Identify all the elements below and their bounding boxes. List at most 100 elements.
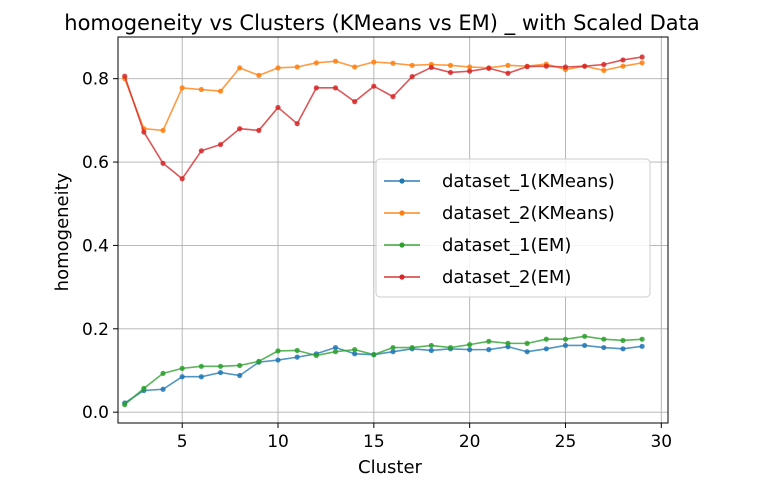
data-point	[428, 64, 434, 71]
x-tick-label: 30	[650, 432, 672, 452]
data-point	[237, 372, 243, 379]
data-point	[505, 62, 511, 68]
x-axis-label: Cluster	[358, 457, 422, 478]
data-point	[332, 344, 339, 351]
data-point	[275, 104, 281, 111]
data-point	[620, 57, 626, 63]
data-point	[332, 85, 339, 91]
data-point	[562, 336, 569, 342]
data-point	[486, 65, 492, 71]
data-point	[639, 60, 645, 66]
data-point	[313, 85, 319, 91]
series-line	[124, 344, 643, 404]
x-tick-label: 20	[459, 432, 481, 452]
data-point	[141, 129, 147, 135]
axis-ticks: 5 10 15 20 25 30 0.0 0.2 0.4 0.6 0.8	[82, 70, 672, 452]
data-point	[409, 62, 415, 68]
legend-box	[375, 158, 651, 298]
data-point	[352, 99, 358, 105]
data-point	[122, 73, 128, 79]
chart-title: homogeneity vs Clusters (KMeans vs EM) _…	[64, 11, 699, 36]
data-point	[256, 127, 262, 133]
data-point	[141, 385, 147, 391]
data-point	[409, 74, 415, 80]
data-point	[601, 336, 607, 342]
series-layer	[122, 54, 645, 408]
data-point	[601, 61, 607, 68]
data-point	[160, 370, 166, 376]
legend-label: dataset_2(EM)	[442, 267, 571, 288]
legend-marker	[399, 274, 405, 280]
x-tick-label: 25	[555, 432, 577, 452]
data-point	[639, 343, 645, 349]
data-point	[275, 357, 281, 363]
data-point	[256, 358, 262, 364]
data-point	[352, 351, 358, 357]
data-point	[160, 160, 166, 166]
y-tick-label: 0.8	[82, 70, 109, 90]
data-point	[582, 333, 588, 339]
data-point	[179, 176, 185, 182]
data-point	[275, 65, 281, 71]
data-point	[179, 374, 185, 380]
data-point	[237, 126, 243, 132]
data-point	[524, 349, 530, 355]
data-point	[237, 362, 243, 369]
data-point	[582, 63, 588, 69]
data-point	[371, 352, 377, 358]
data-point	[562, 64, 569, 70]
data-point	[371, 83, 377, 89]
legend-marker	[399, 242, 405, 248]
data-point	[313, 60, 319, 66]
data-point	[467, 64, 473, 70]
data-point	[237, 65, 243, 71]
data-point	[486, 338, 492, 344]
data-point	[275, 348, 281, 354]
data-point	[390, 94, 396, 100]
data-point	[505, 70, 511, 76]
data-point	[409, 344, 415, 351]
data-point	[620, 346, 626, 352]
data-point	[447, 62, 454, 68]
data-point	[217, 369, 224, 376]
data-point	[390, 349, 396, 355]
data-point	[543, 336, 549, 342]
data-point	[371, 59, 377, 65]
x-tick-label: 5	[177, 432, 188, 452]
data-point	[352, 64, 358, 70]
data-point	[122, 402, 128, 408]
data-point	[467, 347, 473, 353]
legend-label: dataset_1(KMeans)	[442, 171, 615, 192]
data-point	[428, 342, 434, 349]
data-point	[332, 58, 339, 64]
legend: dataset_1(KMeans) dataset_2(KMeans)datase…	[375, 158, 651, 298]
data-point	[294, 121, 300, 127]
data-point	[447, 69, 454, 76]
data-point	[160, 386, 166, 392]
y-axis-label: homogeneity	[52, 172, 73, 291]
data-point	[601, 67, 607, 73]
data-point	[620, 337, 626, 344]
data-point	[294, 354, 300, 360]
data-point	[352, 347, 358, 353]
series-line	[123, 56, 643, 180]
data-point	[198, 148, 204, 154]
legend-label: dataset_1(EM)	[442, 235, 571, 256]
plot-frame	[117, 36, 669, 424]
y-tick-label: 0.2	[82, 320, 109, 340]
data-point	[620, 63, 626, 69]
data-point	[294, 347, 300, 354]
data-point	[639, 54, 645, 60]
data-point	[179, 85, 185, 91]
legend-marker	[399, 178, 405, 184]
data-point	[447, 344, 454, 351]
data-point	[179, 365, 185, 371]
data-point	[198, 374, 204, 380]
data-point	[524, 340, 530, 346]
data-point	[217, 363, 224, 369]
data-point	[582, 342, 588, 349]
series-1	[122, 342, 645, 406]
data-point	[562, 342, 569, 349]
data-point	[313, 352, 319, 359]
